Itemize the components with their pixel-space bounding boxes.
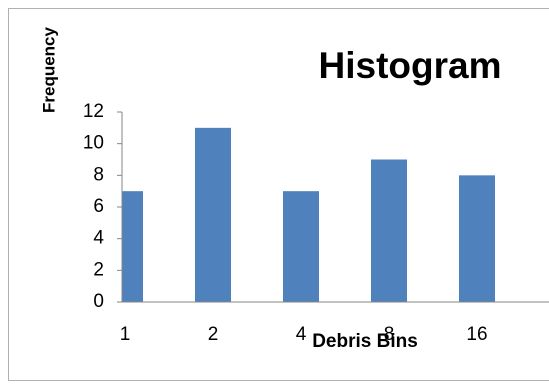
bar	[195, 127, 231, 302]
bar	[283, 191, 319, 302]
y-tick-label: 0	[93, 291, 104, 312]
chart-frame	[8, 8, 549, 381]
chart-title: Histogram	[319, 45, 502, 86]
x-tick-label: 1	[120, 324, 131, 345]
y-tick-label: 8	[93, 164, 104, 185]
y-tick-label: 6	[93, 196, 104, 217]
plot-area	[122, 127, 495, 302]
bar	[459, 175, 495, 302]
x-tick-label: 4	[296, 324, 307, 345]
x-tick-label: 8	[384, 324, 395, 345]
y-tick-label: 12	[83, 101, 104, 122]
x-tick-label: 2	[208, 324, 219, 345]
bar	[122, 191, 143, 302]
y-axis-label: Frequency	[39, 26, 58, 113]
y-tick-label: 4	[93, 228, 104, 249]
y-tick-label: 2	[93, 259, 104, 280]
y-tick-label: 10	[83, 133, 104, 154]
x-tick-label: 16	[466, 324, 487, 345]
bar	[371, 159, 407, 302]
x-axis-label: Debris Bins	[312, 331, 418, 352]
